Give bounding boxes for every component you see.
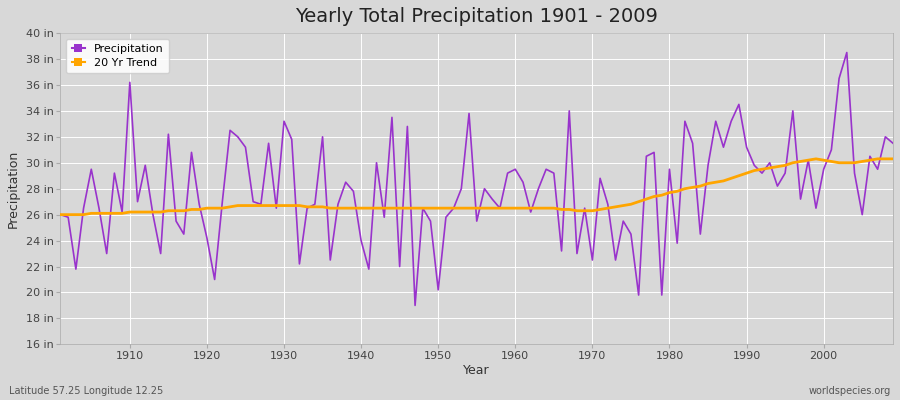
Legend: Precipitation, 20 Yr Trend: Precipitation, 20 Yr Trend bbox=[66, 39, 169, 73]
X-axis label: Year: Year bbox=[464, 364, 490, 377]
Text: Latitude 57.25 Longitude 12.25: Latitude 57.25 Longitude 12.25 bbox=[9, 386, 163, 396]
Title: Yearly Total Precipitation 1901 - 2009: Yearly Total Precipitation 1901 - 2009 bbox=[295, 7, 658, 26]
Y-axis label: Precipitation: Precipitation bbox=[7, 150, 20, 228]
Text: worldspecies.org: worldspecies.org bbox=[809, 386, 891, 396]
